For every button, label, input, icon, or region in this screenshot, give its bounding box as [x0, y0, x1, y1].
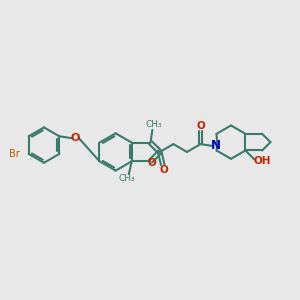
Text: Br: Br: [9, 149, 20, 159]
Text: N: N: [211, 139, 221, 152]
Text: CH₃: CH₃: [118, 175, 135, 184]
Text: CH₃: CH₃: [145, 121, 162, 130]
Text: O: O: [70, 133, 80, 143]
Text: O: O: [196, 122, 205, 131]
Text: OH: OH: [254, 157, 271, 166]
Text: O: O: [159, 165, 168, 175]
Text: O: O: [147, 158, 156, 168]
